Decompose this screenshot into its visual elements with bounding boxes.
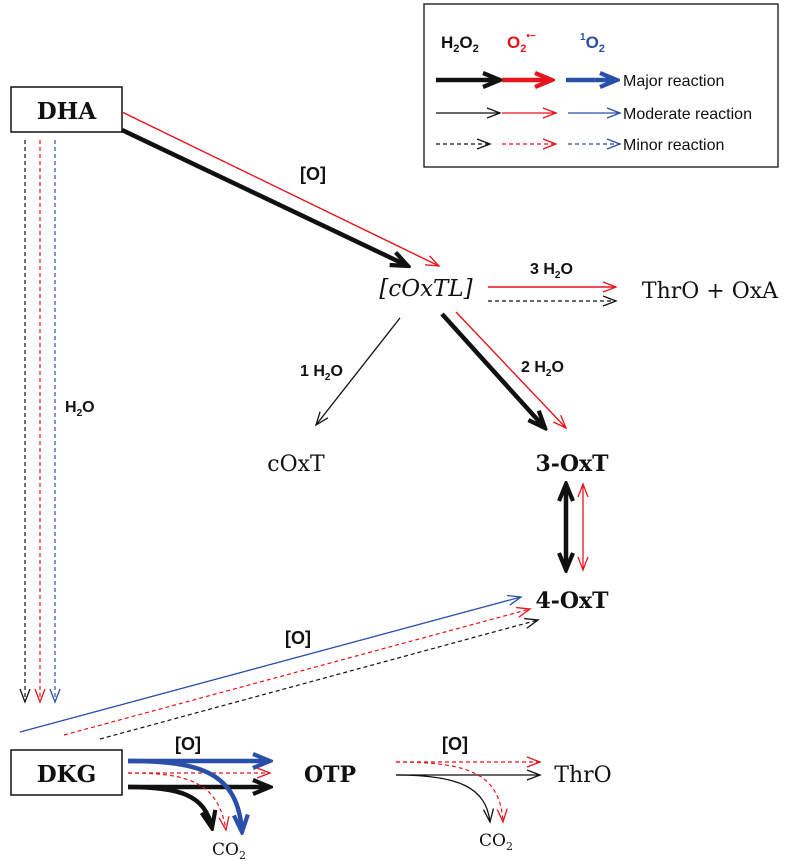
legend: H2O2 O2•− 1O2 Major reaction Moderate re… bbox=[423, 3, 779, 168]
dha-label: DHA bbox=[37, 98, 98, 125]
node-dha: DHA bbox=[10, 86, 123, 133]
coxtl-3oxt-superoxide-arrow bbox=[455, 311, 568, 430]
otp-co2-h2o2-arrow bbox=[395, 774, 495, 824]
water-label-3: 3 H2O bbox=[530, 261, 573, 281]
legend-minor-label: Minor reaction bbox=[623, 137, 724, 154]
dha-coxtl-h2o2-arrow bbox=[121, 127, 408, 266]
otp-co2-superoxide-arrow bbox=[395, 761, 508, 824]
node-dkg: DKG bbox=[10, 749, 123, 796]
dkg-co2-h2o2-arrow bbox=[127, 784, 212, 828]
water-label-1: 1 H2O bbox=[300, 363, 343, 383]
oxidation-label-1: [O] bbox=[300, 164, 326, 184]
co2-right-label: CO2 bbox=[479, 831, 513, 853]
legend-moderate-label: Moderate reaction bbox=[623, 106, 752, 123]
3-oxt-label: 3-OxT bbox=[535, 451, 609, 477]
legend-box bbox=[423, 3, 779, 168]
thro-label: ThrO bbox=[554, 763, 611, 788]
dha-coxtl-superoxide-arrow bbox=[121, 111, 441, 267]
legend-major-label: Major reaction bbox=[623, 73, 724, 90]
coxtl-label: [cOxTL] bbox=[379, 276, 472, 302]
dkg-box bbox=[10, 749, 123, 796]
dha-box bbox=[10, 86, 123, 133]
water-label-2: 2 H2O bbox=[521, 359, 564, 379]
dkg-4oxt-superoxide-arrow bbox=[63, 606, 532, 736]
dkg-4oxt-singlet-arrow bbox=[19, 594, 523, 733]
dkg-co2-superoxide-arrow bbox=[127, 772, 230, 832]
arrows-coxtl-to-3-oxt: 2 H2O bbox=[440, 311, 568, 430]
4-oxt-label: 4-OxT bbox=[535, 588, 609, 614]
thro-oxa-label: ThrO + OxA bbox=[642, 279, 779, 304]
arrows-coxtl-to-thro-oxa: 3 H2O bbox=[488, 261, 618, 307]
coxtl-coxt-h2o2-arrow bbox=[314, 317, 401, 427]
legend-superoxide-label: O2•− bbox=[507, 31, 536, 55]
oxidation-label-2: [O] bbox=[285, 628, 311, 648]
arrows-coxtl-to-coxt: 1 H2O bbox=[300, 317, 401, 427]
oxidation-label-4: [O] bbox=[442, 734, 468, 754]
arrows-dha-to-coxtl: [O] bbox=[121, 111, 441, 267]
co2-left-label: CO2 bbox=[212, 840, 246, 861]
arrows-dkg-to-4-oxt: [O] bbox=[19, 594, 540, 740]
coxtl-3oxt-h2o2-arrow bbox=[440, 312, 545, 428]
legend-singlet-oxygen-label: 1O2 bbox=[580, 32, 605, 55]
arrows-otp-to-thro: [O] bbox=[395, 734, 542, 824]
arrows-dha-to-dkg: H2O bbox=[19, 140, 95, 704]
arrows-3-oxt-4-oxt-equilibrium bbox=[566, 484, 589, 570]
dkg-4oxt-h2o2-arrow bbox=[99, 617, 540, 740]
coxt-label: cOxT bbox=[267, 452, 325, 477]
otp-label: OTP bbox=[304, 762, 356, 788]
legend-h2o2-label: H2O2 bbox=[441, 33, 479, 55]
dkg-label: DKG bbox=[37, 761, 97, 788]
arrows-dkg-to-otp: [O] bbox=[127, 734, 270, 832]
oxidation-label-3: [O] bbox=[175, 734, 201, 754]
water-label-left: H2O bbox=[65, 399, 95, 419]
dkg-co2-singlet-arrow bbox=[127, 758, 242, 832]
